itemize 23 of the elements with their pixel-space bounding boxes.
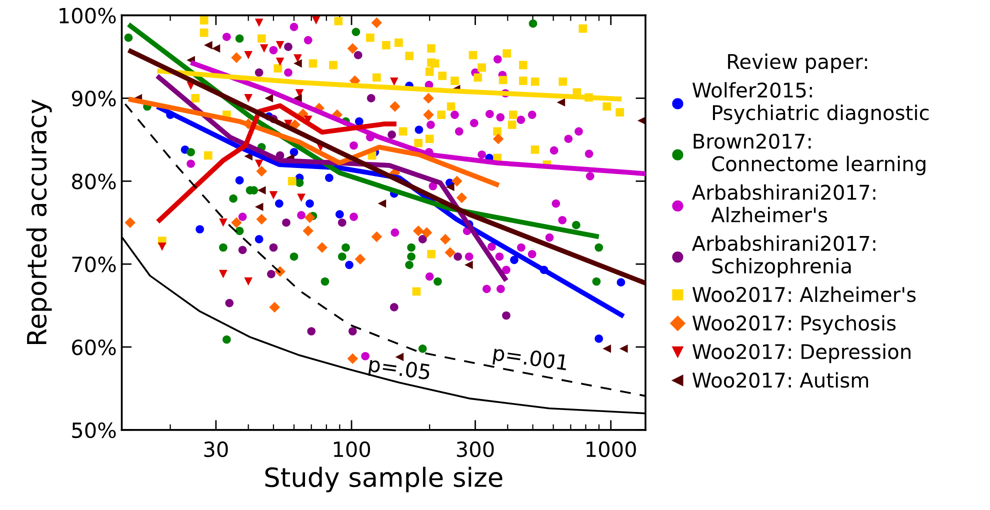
legend-label: Wolfer2015: Psychiatric diagnostic bbox=[692, 82, 929, 124]
x-tick-label: 30 bbox=[204, 441, 228, 458]
legend-label: Woo2017: Autism bbox=[692, 372, 868, 388]
legend-title: Review paper: bbox=[728, 54, 868, 74]
y-tick-label: 80% bbox=[72, 174, 116, 190]
x-axis-title: Study sample size bbox=[265, 466, 502, 492]
x-tick-label: 300 bbox=[456, 441, 494, 458]
y-tick-label: 100% bbox=[60, 8, 116, 24]
y-tick-label: 70% bbox=[72, 256, 116, 272]
legend-label: Arbabshirani2017: Alzheimer's bbox=[692, 184, 876, 222]
y-tick-label: 90% bbox=[72, 90, 116, 106]
x-tick-label: 1000 bbox=[586, 441, 636, 458]
y-tick-label: 50% bbox=[72, 422, 116, 438]
x-tick-label: 100 bbox=[334, 441, 370, 458]
y-axis-title: Reported accuracy bbox=[26, 99, 52, 344]
legend-label: Woo2017: Alzheimer's bbox=[692, 286, 916, 302]
y-tick-label: 60% bbox=[72, 339, 116, 356]
legend-label: Arbabshirani2017: Schizophrenia bbox=[692, 235, 876, 278]
legend-label: Brown2017: Connectome learning bbox=[694, 134, 926, 176]
annotation: p=.001 bbox=[492, 344, 568, 375]
annotation: p=.05 bbox=[368, 356, 430, 384]
legend-label: Woo2017: Psychosis bbox=[692, 315, 896, 335]
legend-label: Woo2017: Depression bbox=[692, 344, 910, 364]
